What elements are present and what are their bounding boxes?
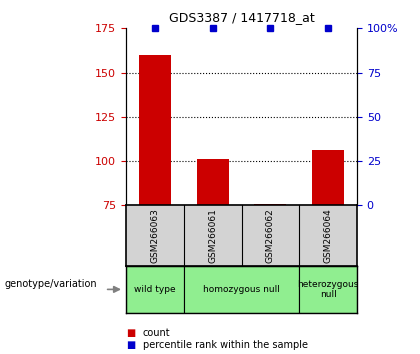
Text: wild type: wild type	[134, 285, 176, 294]
Bar	[299, 266, 357, 313]
Text: GSM266061: GSM266061	[208, 208, 217, 263]
Bar	[312, 150, 344, 205]
Text: count: count	[143, 328, 171, 338]
Bar	[255, 204, 286, 205]
Text: homozygous null: homozygous null	[203, 285, 280, 294]
Text: ■: ■	[126, 328, 135, 338]
Text: GSM266063: GSM266063	[150, 208, 159, 263]
Title: GDS3387 / 1417718_at: GDS3387 / 1417718_at	[168, 11, 315, 24]
Text: heterozygous
null: heterozygous null	[297, 280, 359, 299]
Bar	[184, 266, 299, 313]
Bar	[126, 266, 184, 313]
Text: percentile rank within the sample: percentile rank within the sample	[143, 340, 308, 350]
Text: genotype/variation: genotype/variation	[4, 279, 97, 289]
Text: ■: ■	[126, 340, 135, 350]
Bar	[197, 159, 228, 205]
Bar	[139, 55, 171, 205]
Text: GSM266064: GSM266064	[324, 208, 333, 263]
Text: GSM266062: GSM266062	[266, 208, 275, 263]
